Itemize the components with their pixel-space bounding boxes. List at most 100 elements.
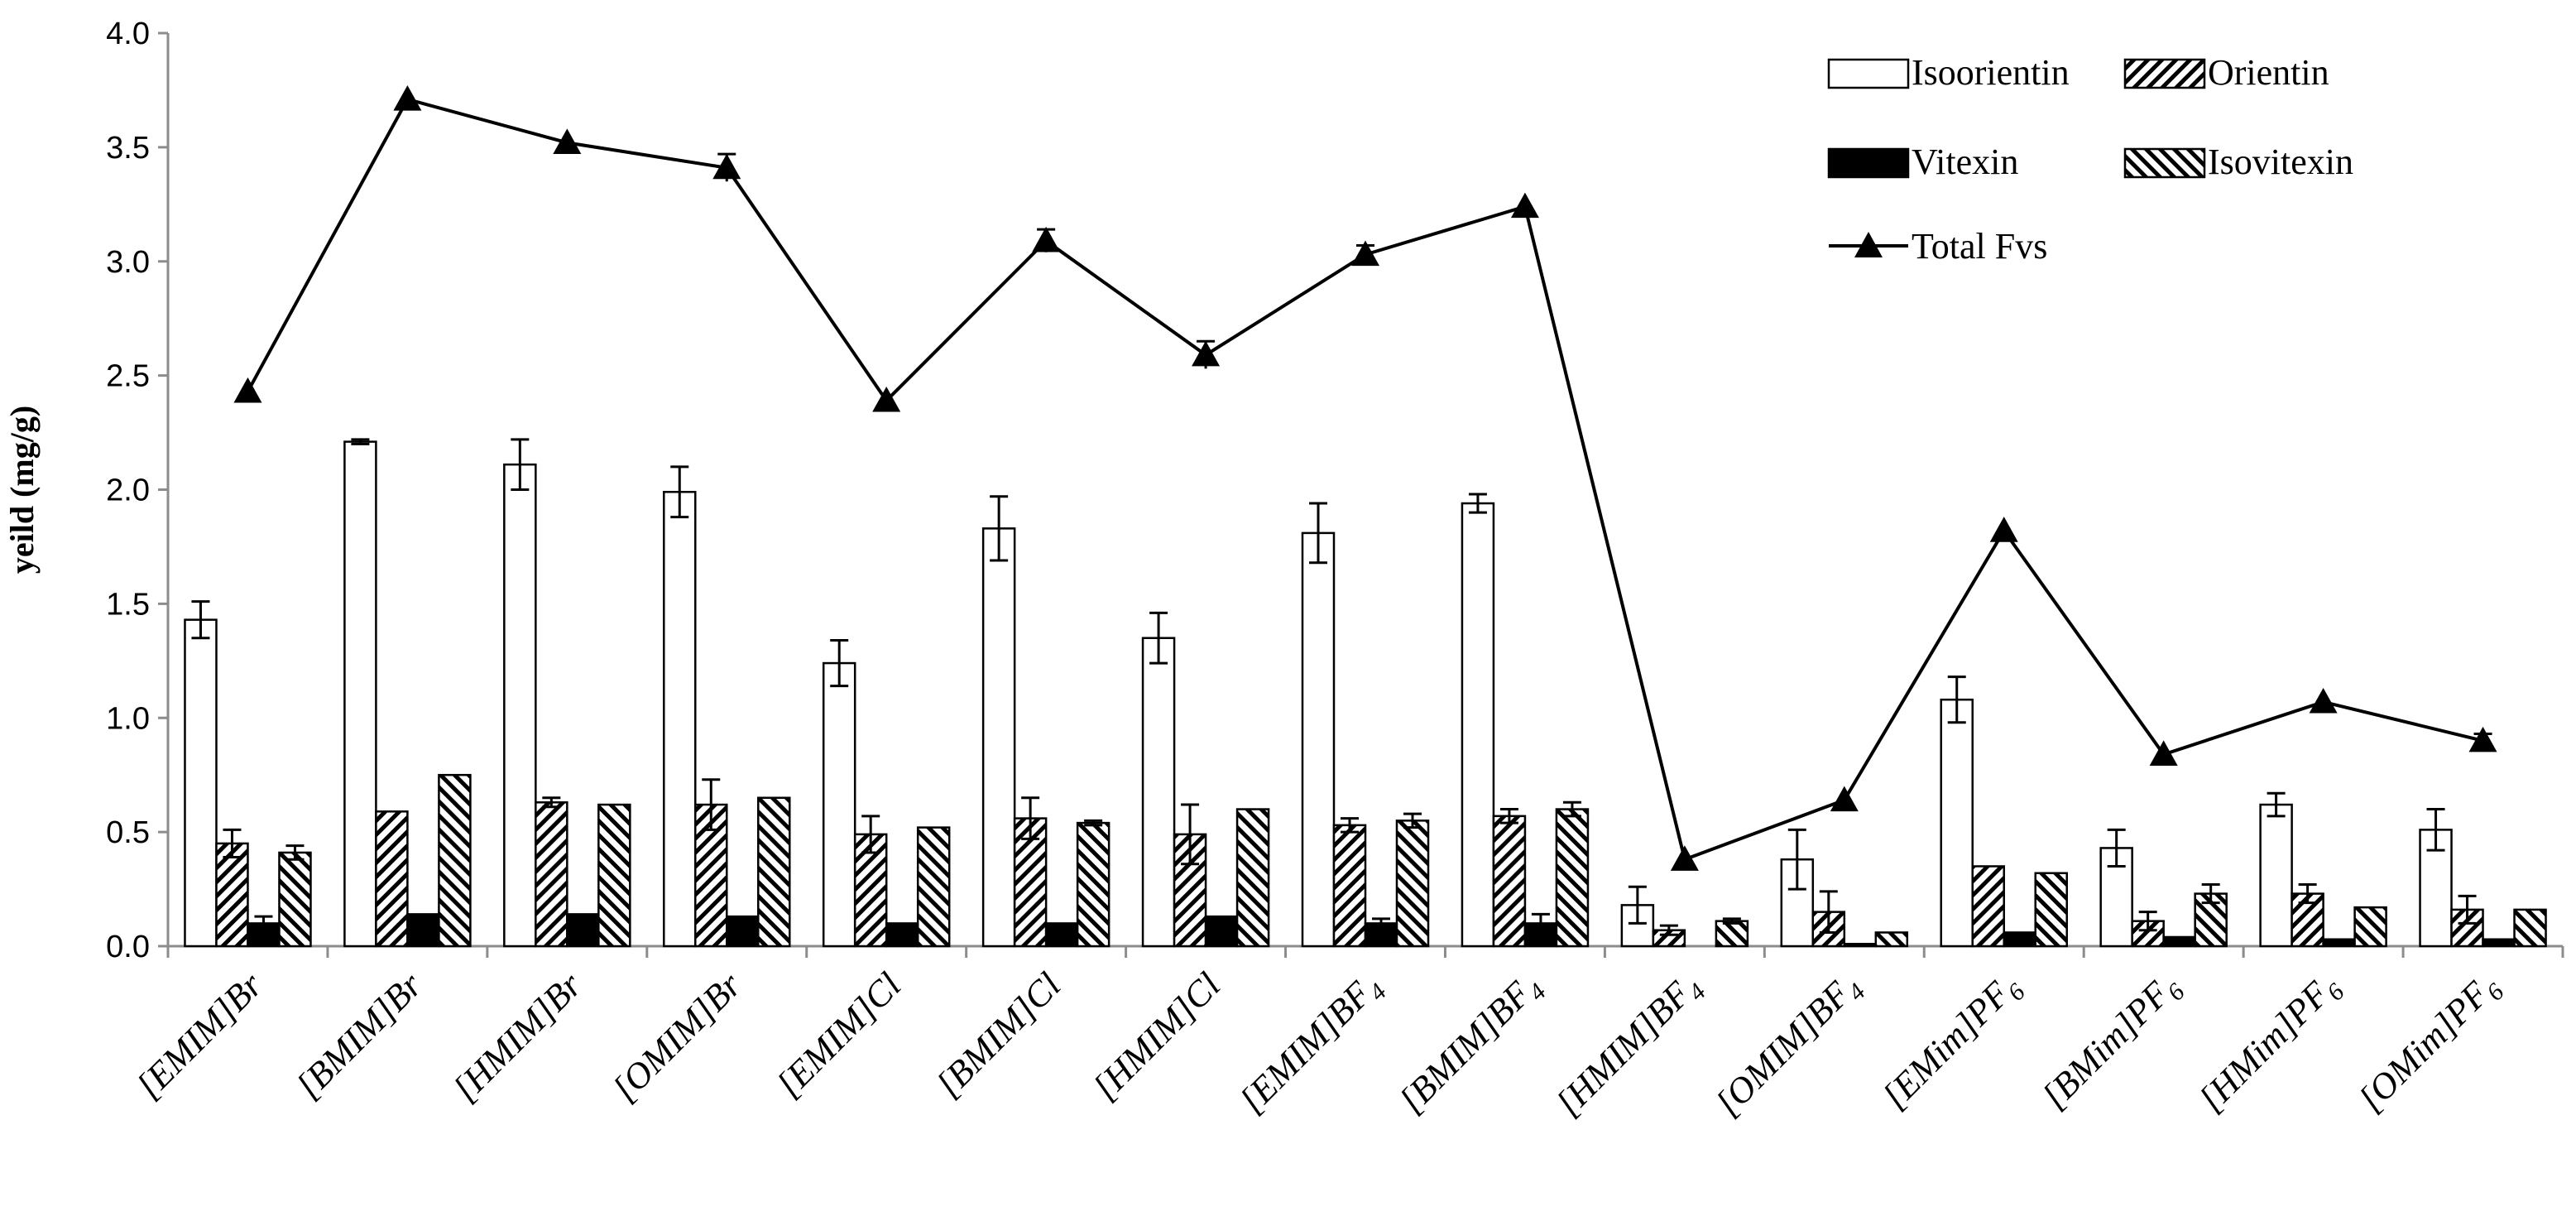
y-tick-label: 1.0 — [106, 701, 150, 736]
y-axis-title: yeild (mg/g) — [3, 406, 41, 574]
error-bar — [990, 495, 1009, 562]
error-bar — [702, 778, 721, 831]
category-base: [HMIM]BF — [1548, 973, 1699, 1123]
total-fvs-marker — [1830, 786, 1859, 812]
error-bar — [2201, 883, 2220, 905]
total-fvs-marker — [1032, 226, 1061, 252]
bar-isovitexin — [1874, 931, 1909, 948]
bar-isoorientin — [343, 440, 377, 948]
bar-orientin — [535, 801, 568, 948]
legend-swatch — [1827, 58, 1910, 89]
total-fvs-marker — [393, 84, 422, 111]
bar-vitexin — [1843, 942, 1878, 948]
category-base: [HMim]PF — [2191, 973, 2338, 1119]
category-base: [BMim]PF — [2034, 973, 2178, 1117]
bar-isoorientin — [503, 463, 537, 948]
bar-vitexin — [566, 913, 600, 948]
bar-vitexin — [1204, 915, 1239, 948]
bar-vitexin — [2322, 938, 2356, 948]
bar-isoorientin — [184, 618, 218, 948]
error-bar — [1309, 502, 1327, 565]
bar-isovitexin — [278, 851, 312, 948]
y-tick-label: 2.5 — [106, 359, 150, 394]
category-base: [BMIM]Br — [288, 964, 430, 1107]
legend-item-isoorientin: Isoorientin — [1827, 52, 2070, 93]
bar-isovitexin — [1235, 808, 1270, 948]
bar-isovitexin — [1555, 808, 1590, 948]
legend-swatch — [1827, 147, 1910, 179]
error-bar — [2458, 894, 2477, 925]
bar-isovitexin — [2353, 906, 2387, 948]
bar-isovitexin — [2513, 908, 2547, 948]
total-fvs-marker — [553, 128, 582, 154]
total-line-group — [233, 84, 2497, 871]
y-tick-label: 3.5 — [106, 131, 150, 166]
error-bar — [351, 438, 370, 445]
error-bar — [1372, 917, 1390, 930]
error-bar — [1659, 924, 1678, 936]
error-bar — [1722, 917, 1741, 925]
legend-item-vitexin: Vitexin — [1827, 142, 2018, 182]
legend-label: Isovitexin — [2208, 142, 2353, 182]
category-base: [BMIM]Cl — [928, 964, 1068, 1104]
error-bar — [1499, 808, 1518, 824]
error-bar — [1403, 812, 1422, 829]
error-bar — [1084, 819, 1103, 827]
legend-item-orientin: Orientin — [2123, 52, 2329, 93]
x-category-label: [BMIM]Br — [288, 964, 430, 1107]
legend-marker-swatch — [1854, 232, 1883, 257]
bar-orientin — [1332, 824, 1367, 948]
total-fvs-marker — [1510, 192, 1539, 219]
x-category-label: [EMim]PF6 — [1874, 964, 2030, 1120]
category-base: [HMIM]Cl — [1085, 964, 1228, 1108]
error-bar — [223, 828, 242, 858]
y-tick-label: 1.5 — [106, 587, 150, 622]
legend-swatch — [2123, 58, 2206, 89]
error-bar — [1562, 800, 1581, 818]
error-bar — [1787, 828, 1806, 891]
bar-isoorientin — [663, 491, 697, 948]
bar-isoorientin — [2259, 803, 2293, 948]
bar-vitexin — [2482, 938, 2516, 948]
total-fvs-line — [246, 97, 2484, 862]
total-fvs-marker — [872, 386, 901, 412]
error-bar — [670, 465, 689, 519]
x-category-label: [HMim]PF6 — [2191, 964, 2350, 1123]
x-category-label: [HMIM]BF4 — [1548, 964, 1711, 1127]
total-fvs-marker — [712, 153, 741, 180]
total-fvs-marker — [2468, 726, 2497, 752]
bar-isoorientin — [822, 661, 856, 948]
x-category-label: [BMIM]BF4 — [1391, 964, 1552, 1125]
error-bar — [1531, 912, 1550, 934]
error-bar — [1341, 817, 1359, 834]
bar-isoorientin — [1141, 637, 1176, 948]
total-fvs-marker — [1192, 340, 1221, 367]
error-bar — [2298, 883, 2317, 905]
category-base: [OMim]PF — [2351, 973, 2497, 1119]
bar-orientin — [1013, 817, 1048, 948]
bars-group — [184, 438, 2547, 948]
bar-isovitexin — [1395, 820, 1430, 948]
bar-isoorientin — [1620, 904, 1655, 948]
bar-vitexin — [2162, 935, 2196, 948]
bar-isoorientin — [1940, 698, 1974, 948]
bar-isovitexin — [597, 803, 631, 948]
y-tick-label: 3.0 — [106, 245, 150, 280]
x-category-label: [BMIM]Cl — [928, 964, 1068, 1104]
total-fvs-marker — [1989, 517, 2018, 542]
bar-orientin — [1492, 815, 1527, 948]
x-category-label: [HMIM]Br — [445, 964, 590, 1109]
y-tick-label: 0.5 — [106, 815, 150, 850]
error-bar — [1819, 890, 1838, 934]
error-bar — [191, 600, 210, 640]
category-base: [HMIM]Br — [445, 964, 590, 1109]
error-bar — [2107, 828, 2126, 868]
error-bar — [2267, 791, 2286, 818]
bar-orientin — [1971, 865, 2005, 948]
bar-orientin — [215, 842, 249, 948]
bar-vitexin — [885, 922, 919, 948]
error-bar — [1947, 675, 1966, 724]
total-fvs-marker — [1351, 240, 1379, 267]
category-base: [EMIM]Br — [128, 964, 271, 1107]
